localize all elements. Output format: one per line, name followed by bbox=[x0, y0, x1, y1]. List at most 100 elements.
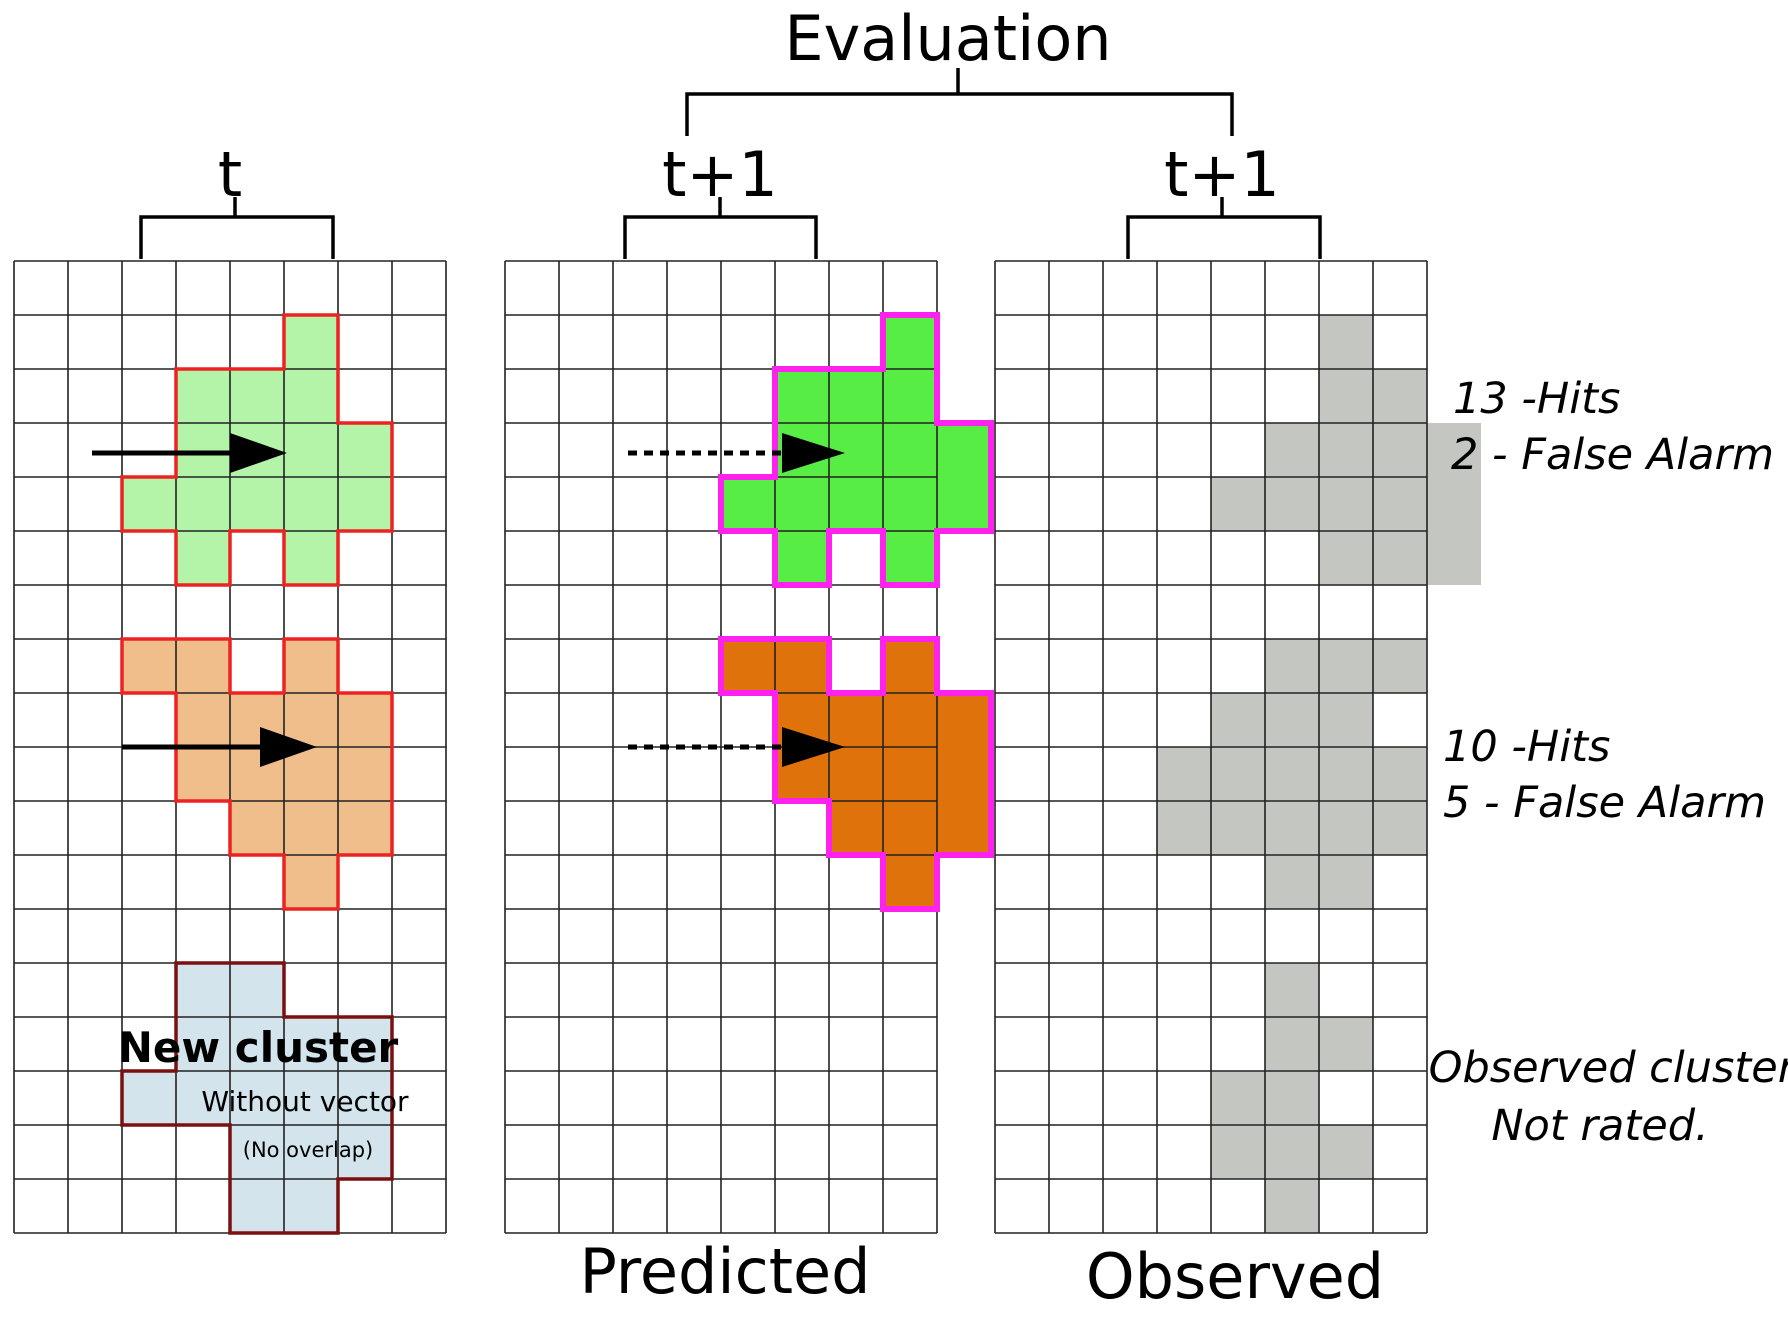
new-cluster-title: New cluster bbox=[118, 1023, 399, 1072]
cluster-cell-green bbox=[176, 477, 230, 531]
cluster3-not-rated: Not rated. bbox=[1491, 1101, 1708, 1151]
observed-cell bbox=[1265, 963, 1319, 1017]
predicted-label: Predicted bbox=[579, 1235, 870, 1308]
cluster-cell-orange bbox=[122, 639, 176, 693]
evaluation-bracket bbox=[685, 68, 1234, 136]
cluster-cell-green bbox=[230, 369, 284, 423]
predicted-cell-orange bbox=[721, 639, 775, 693]
cluster-cell-new bbox=[338, 1017, 392, 1071]
grid-observed bbox=[994, 260, 1428, 1234]
predicted-cell-green bbox=[829, 477, 883, 531]
cluster-cell-green bbox=[284, 315, 338, 369]
observed-cell bbox=[1265, 639, 1319, 693]
observed-cell bbox=[1265, 477, 1319, 531]
cluster-cell-green bbox=[284, 477, 338, 531]
observed-cell bbox=[1373, 423, 1427, 477]
cluster-cell-orange bbox=[230, 801, 284, 855]
cluster-cell-orange bbox=[176, 747, 230, 801]
cluster-cell-green bbox=[176, 423, 230, 477]
arrowhead-icon bbox=[260, 727, 317, 767]
cluster-cell-green bbox=[176, 531, 230, 585]
predicted-cell-orange bbox=[937, 747, 991, 801]
observed-cell bbox=[1265, 1071, 1319, 1125]
observed-cell bbox=[1319, 747, 1373, 801]
cluster-cell-orange bbox=[176, 693, 230, 747]
observed-cell bbox=[1319, 693, 1373, 747]
cluster-cell-orange bbox=[176, 639, 230, 693]
predicted-cell-orange bbox=[937, 693, 991, 747]
observed-cell bbox=[1211, 801, 1265, 855]
observed-cell bbox=[1211, 1125, 1265, 1179]
observed-label: Observed bbox=[1086, 1240, 1384, 1313]
cluster-cell-new bbox=[230, 1179, 284, 1233]
predicted-cell-green bbox=[829, 369, 883, 423]
cluster-cell-new bbox=[284, 1179, 338, 1233]
predicted-cell-orange bbox=[883, 801, 937, 855]
observed-cell bbox=[1265, 1179, 1319, 1233]
cluster-cell-orange bbox=[338, 693, 392, 747]
observed-cell bbox=[1373, 531, 1427, 585]
predicted-cell-green bbox=[883, 369, 937, 423]
motion-arrows bbox=[92, 433, 845, 767]
cluster-outline-green bbox=[120, 313, 394, 587]
cluster-outline-orange bbox=[120, 637, 394, 911]
evaluation-label: Evaluation bbox=[784, 2, 1111, 75]
new-cluster-note: (No overlap) bbox=[243, 1138, 373, 1162]
panel-predicted bbox=[504, 260, 994, 1234]
predicted-cell-orange bbox=[829, 693, 883, 747]
cluster-cell-orange bbox=[284, 855, 338, 909]
predicted-cell-orange bbox=[883, 855, 937, 909]
predicted-cell-green bbox=[937, 423, 991, 477]
predicted-cell-green bbox=[883, 531, 937, 585]
cluster-outline-new bbox=[120, 961, 394, 1235]
observed-cell bbox=[1373, 747, 1427, 801]
cluster-cell-green bbox=[284, 369, 338, 423]
cluster-cell-new bbox=[230, 1017, 284, 1071]
cluster1-hits: 13 -Hits bbox=[1453, 374, 1620, 424]
arrowhead-icon bbox=[782, 727, 845, 767]
predicted-cell-orange bbox=[829, 801, 883, 855]
cluster-cell-new bbox=[230, 1125, 284, 1179]
t-label: t bbox=[218, 138, 242, 211]
observed-bracket bbox=[1126, 197, 1322, 259]
cluster-cell-orange bbox=[338, 801, 392, 855]
observed-cell bbox=[1319, 423, 1373, 477]
t-bracket bbox=[139, 197, 335, 259]
observed-cell bbox=[1265, 1017, 1319, 1071]
cluster-cell-new bbox=[176, 963, 230, 1017]
panel-observed bbox=[994, 260, 1481, 1234]
observed-cell bbox=[1427, 423, 1481, 477]
observed-cell bbox=[1265, 747, 1319, 801]
observed-cell bbox=[1373, 639, 1427, 693]
predicted-cell-orange bbox=[829, 747, 883, 801]
observed-cell bbox=[1319, 639, 1373, 693]
observed-cell bbox=[1427, 531, 1481, 585]
observed-cell bbox=[1211, 747, 1265, 801]
cluster2-hits: 10 -Hits bbox=[1443, 722, 1610, 772]
cluster-cell-green bbox=[338, 477, 392, 531]
predicted-cell-green bbox=[883, 477, 937, 531]
observed-cell bbox=[1319, 477, 1373, 531]
predicted-cell-orange bbox=[775, 639, 829, 693]
observed-cell bbox=[1211, 693, 1265, 747]
observed-cell bbox=[1265, 855, 1319, 909]
observed-cell bbox=[1265, 423, 1319, 477]
predicted-cell-green bbox=[721, 477, 775, 531]
cluster-cell-green bbox=[284, 423, 338, 477]
cluster-cell-new bbox=[176, 1017, 230, 1071]
observed-cell bbox=[1319, 315, 1373, 369]
predicted-cell-orange bbox=[883, 639, 937, 693]
cluster-cell-new bbox=[176, 1071, 230, 1125]
predicted-cell-green bbox=[883, 423, 937, 477]
cluster-cell-green bbox=[176, 369, 230, 423]
observed-cell bbox=[1373, 477, 1427, 531]
cluster-cell-green bbox=[338, 423, 392, 477]
cluster-cell-orange bbox=[284, 747, 338, 801]
observed-cell bbox=[1319, 369, 1373, 423]
predicted-cell-green bbox=[775, 477, 829, 531]
arrowhead-icon bbox=[230, 433, 287, 473]
predicted-cell-green bbox=[937, 477, 991, 531]
observed-cell bbox=[1157, 801, 1211, 855]
cluster-cell-green bbox=[122, 477, 176, 531]
